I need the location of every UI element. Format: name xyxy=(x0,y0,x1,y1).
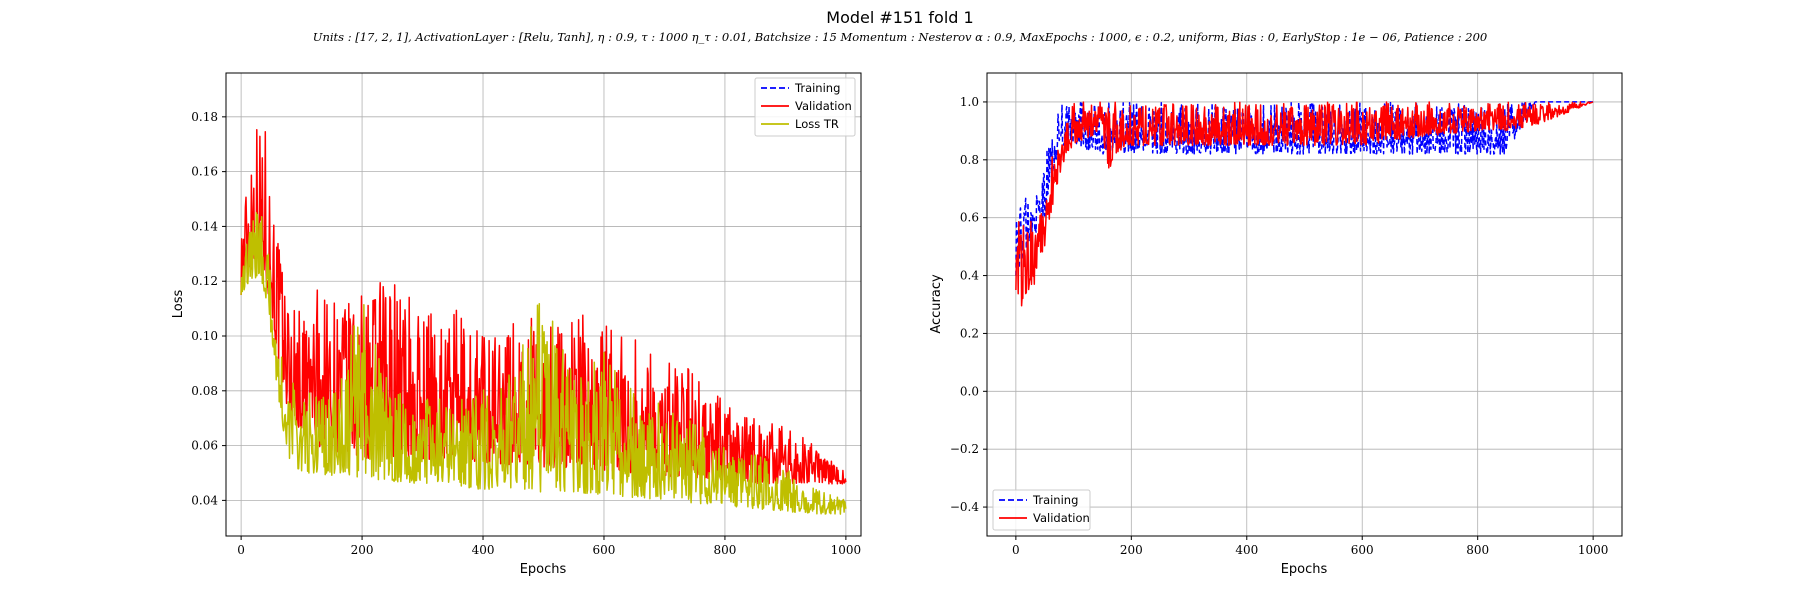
x-tick-label: 400 xyxy=(472,543,495,557)
loss-x-label: Epochs xyxy=(520,562,567,577)
y-tick-label: 0.2 xyxy=(960,326,979,340)
y-tick-label: 0.14 xyxy=(191,219,218,233)
x-tick-label: 200 xyxy=(351,543,374,557)
y-tick-label: 0.8 xyxy=(960,153,979,167)
legend-training-label: Training xyxy=(1032,493,1078,507)
y-tick-label: 0.16 xyxy=(191,165,218,179)
x-tick-label: 1000 xyxy=(1578,543,1609,557)
x-tick-label: 800 xyxy=(713,543,736,557)
y-tick-label: 0.04 xyxy=(191,493,218,507)
accuracy-y-label: Accuracy xyxy=(929,274,944,334)
legend-loss-tr-label: Loss TR xyxy=(795,117,839,131)
y-tick-label: 0.6 xyxy=(960,211,979,225)
loss-legend: Training Validation Loss TR xyxy=(755,78,855,136)
x-tick-label: 1000 xyxy=(831,543,862,557)
y-tick-label: 1.0 xyxy=(960,95,979,109)
accuracy-x-label: Epochs xyxy=(1281,562,1328,577)
loss-plot: 0 200 400 600 800 1000 0.04 0.06 0.08 0.10 0.12 0.1… xyxy=(171,73,861,577)
y-tick-label: 0.12 xyxy=(191,274,218,288)
x-tick-label: 800 xyxy=(1466,543,1489,557)
y-tick-label: 0.08 xyxy=(191,384,218,398)
y-tick-label: −0.4 xyxy=(950,500,980,514)
x-tick-label: 0 xyxy=(1012,543,1020,557)
x-tick-label: 200 xyxy=(1120,543,1143,557)
x-tick-label: 0 xyxy=(237,543,245,557)
y-tick-label: 0.0 xyxy=(960,384,979,398)
legend-validation-label: Validation xyxy=(1033,511,1090,525)
legend-validation-label: Validation xyxy=(795,99,852,113)
y-tick-label: 0.10 xyxy=(191,329,218,343)
y-tick-label: −0.2 xyxy=(950,442,979,456)
x-tick-label: 600 xyxy=(1351,543,1374,557)
accuracy-plot: 0 200 400 600 800 1000 −0.4 −0.2 0.0 0.2 0.4 0.6 0.8… xyxy=(929,73,1622,577)
loss-y-label: Loss xyxy=(171,290,186,319)
accuracy-legend: Training Validation xyxy=(993,490,1090,530)
y-tick-label: 0.4 xyxy=(960,269,979,283)
y-tick-label: 0.18 xyxy=(191,110,218,124)
x-tick-label: 600 xyxy=(593,543,616,557)
x-tick-label: 400 xyxy=(1235,543,1258,557)
y-tick-label: 0.06 xyxy=(191,439,218,453)
legend-training-label: Training xyxy=(794,81,840,95)
